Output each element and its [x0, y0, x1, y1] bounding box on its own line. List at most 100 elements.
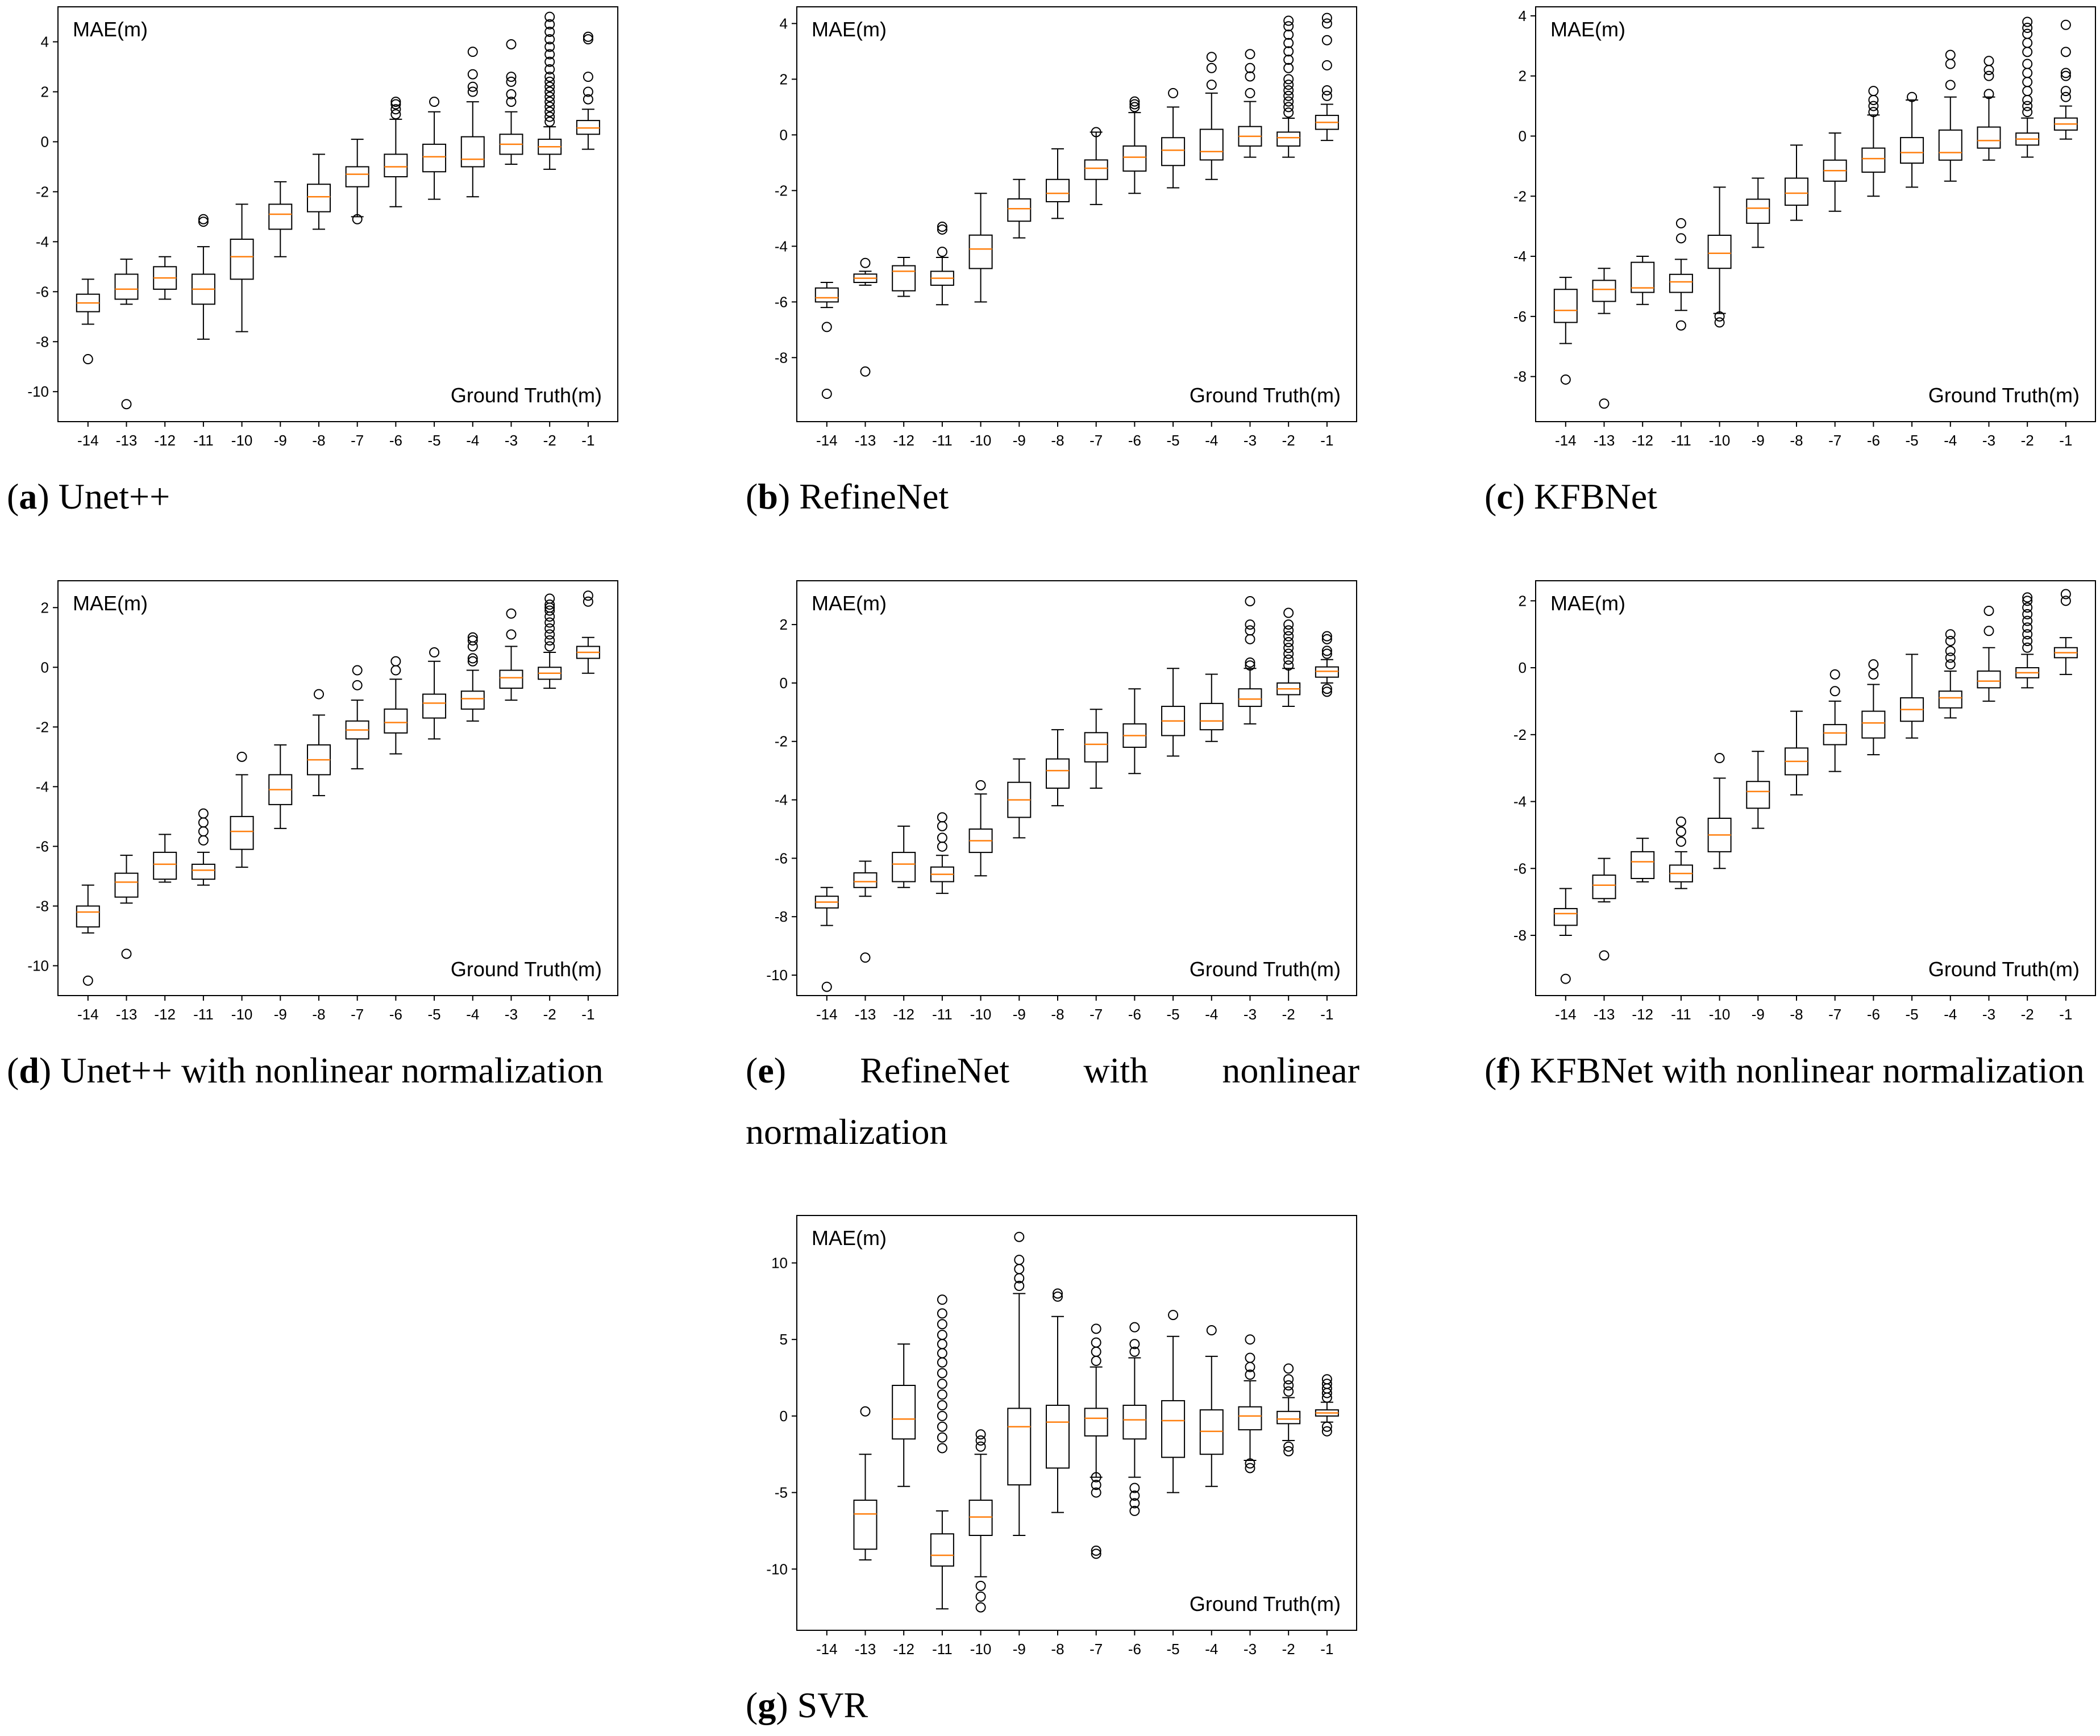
- x-axis-label: Ground Truth(m): [451, 384, 602, 407]
- box--11: [930, 812, 954, 894]
- x-tick-label: -6: [1128, 1641, 1141, 1658]
- outlier-point: [1245, 625, 1255, 636]
- y-tick-label: 0: [780, 126, 788, 143]
- outlier-point: [1206, 80, 1217, 90]
- y-tick-label: -10: [766, 1560, 788, 1577]
- outlier-point: [390, 99, 401, 110]
- outlier-point: [198, 217, 209, 227]
- x-tick-label: -4: [466, 1006, 479, 1023]
- x-tick-label: -9: [1013, 1006, 1026, 1023]
- box--4: [460, 632, 485, 722]
- y-tick-label: -8: [775, 349, 788, 366]
- outlier-point: [1091, 1346, 1101, 1357]
- outlier-point: [975, 1602, 986, 1613]
- outlier-point: [1283, 636, 1294, 647]
- outlier-point: [975, 1591, 986, 1602]
- y-tick-label: 0: [1519, 127, 1527, 144]
- outlier-point: [2022, 635, 2033, 646]
- outlier-point: [544, 97, 555, 107]
- box--10: [968, 1429, 993, 1613]
- box--6: [1122, 1322, 1147, 1516]
- y-tick-label: -6: [1513, 308, 1527, 325]
- x-tick-label: -10: [1709, 432, 1731, 449]
- outlier-point: [544, 34, 555, 45]
- outlier-point: [1675, 233, 1686, 244]
- outlier-point: [390, 109, 401, 120]
- outlier-point: [544, 623, 555, 634]
- outlier-point: [506, 76, 517, 87]
- iqr-box: [153, 851, 177, 880]
- outlier-point: [2022, 622, 2033, 633]
- iqr-box: [1938, 690, 1962, 709]
- outlier-point: [1868, 107, 1879, 118]
- outlier-point: [1091, 1545, 1101, 1556]
- outlier-point: [544, 111, 555, 122]
- outlier-point: [1283, 74, 1294, 85]
- outlier-point: [1321, 1426, 1332, 1437]
- x-tick-label: -12: [154, 1006, 176, 1023]
- iqr-box: [1746, 198, 1770, 224]
- outlier-point: [1091, 1337, 1101, 1348]
- box--1: [2053, 19, 2078, 140]
- outlier-point: [975, 1435, 986, 1446]
- outlier-point: [2022, 101, 2033, 111]
- outlier-point: [1283, 29, 1294, 40]
- x-tick-label: -14: [816, 1006, 838, 1023]
- x-tick-label: -8: [1790, 432, 1803, 449]
- outlier-point: [1321, 646, 1332, 656]
- outlier-point: [313, 689, 324, 700]
- box--1: [1315, 631, 1339, 697]
- outlier-point: [1283, 1380, 1294, 1391]
- box--7: [1084, 709, 1108, 789]
- y-tick-label: -8: [36, 333, 49, 350]
- outlier-point: [1321, 60, 1332, 70]
- box--14: [814, 886, 839, 992]
- box--9: [1746, 177, 1770, 248]
- caption-text: SVR: [797, 1685, 868, 1725]
- y-tick-label: -5: [775, 1484, 788, 1501]
- box--3: [1977, 605, 2001, 702]
- outlier-point: [821, 389, 832, 399]
- outlier-point: [1091, 1355, 1101, 1366]
- y-tick-label: -6: [36, 283, 49, 300]
- iqr-box: [1977, 670, 2001, 689]
- x-tick-label: -9: [274, 432, 287, 449]
- iqr-box: [853, 872, 878, 888]
- x-tick-label: -10: [970, 1641, 992, 1658]
- caption-g: (g) SVR: [746, 1685, 868, 1725]
- y-tick-label: -2: [1513, 188, 1527, 205]
- outlier-point: [1321, 631, 1332, 642]
- box--7: [345, 139, 369, 224]
- axes-frame: [796, 580, 1357, 996]
- outlier-point: [467, 632, 478, 643]
- y-tick-label: 2: [1519, 68, 1527, 85]
- outlier-point: [1321, 634, 1332, 644]
- x-tick-label: -1: [2059, 432, 2072, 449]
- box--4: [1938, 49, 1962, 182]
- iqr-box: [1161, 137, 1186, 166]
- iqr-box: [930, 1533, 954, 1567]
- y-tick-label: 4: [41, 34, 49, 51]
- outlier-point: [1245, 71, 1255, 82]
- outlier-point: [1129, 1505, 1140, 1516]
- outlier-point: [1206, 1325, 1217, 1336]
- y-tick-label: 2: [780, 616, 788, 633]
- outlier-point: [429, 647, 440, 658]
- box--12: [892, 1343, 916, 1487]
- iqr-box: [1122, 145, 1147, 172]
- outlier-point: [1014, 1231, 1025, 1242]
- outlier-point: [1675, 836, 1686, 847]
- x-tick-label: -1: [581, 432, 594, 449]
- box--6: [384, 97, 408, 207]
- x-tick-label: -14: [816, 432, 838, 449]
- box--1: [1315, 1374, 1339, 1437]
- x-tick-label: -4: [466, 432, 479, 449]
- x-tick-label: -1: [1320, 1641, 1333, 1658]
- caption-d: (d) Unet++ with nonlinear normalization: [7, 1050, 604, 1090]
- outlier-point: [1283, 619, 1294, 630]
- box--11: [191, 808, 215, 886]
- outlier-point: [583, 86, 593, 97]
- iqr-box: [1122, 1405, 1147, 1440]
- iqr-box: [1045, 178, 1070, 202]
- iqr-box: [1900, 137, 1924, 164]
